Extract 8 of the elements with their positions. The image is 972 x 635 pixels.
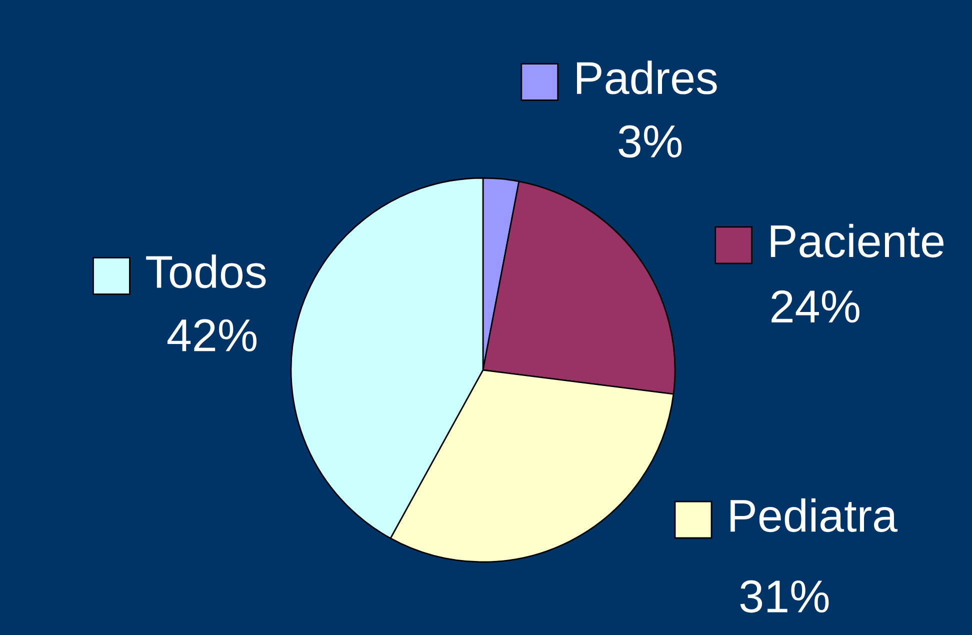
legend-label: Paciente (770, 224, 944, 258)
data-label: 31% (740, 580, 829, 613)
data-label: 24% (772, 290, 860, 323)
data-label: 3% (618, 125, 682, 158)
legend-label: Todos (146, 254, 266, 288)
data-label: 42% (167, 319, 257, 352)
legend-label: Pediatra (730, 498, 898, 532)
legend-label: Padres (577, 60, 717, 94)
